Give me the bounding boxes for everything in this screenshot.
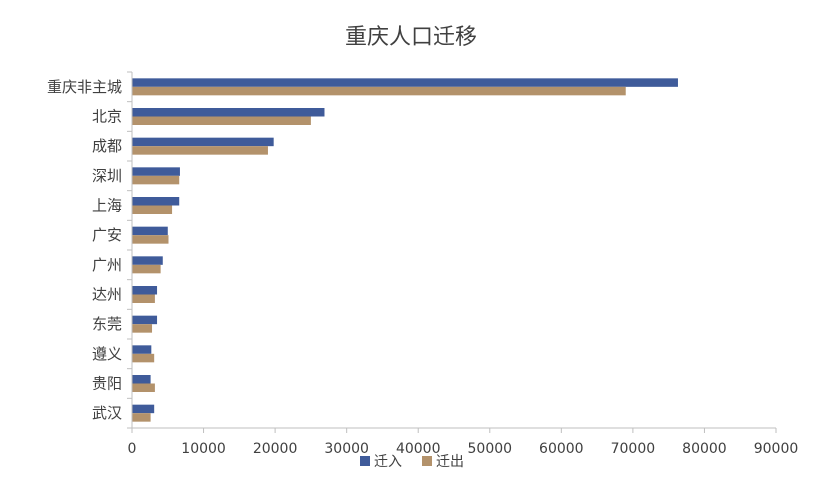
bar-out-3 (132, 175, 180, 185)
x-tick-label: 60000 (539, 441, 584, 457)
bar-out-7 (132, 294, 155, 303)
bar-out-0 (132, 86, 626, 96)
bar-out-11 (132, 413, 151, 422)
x-tick-label: 20000 (253, 441, 298, 457)
x-tick-label: 30000 (324, 441, 369, 457)
bar-in-6 (132, 256, 163, 265)
category-label: 上海 (92, 197, 122, 215)
category-label: 遵义 (92, 345, 122, 363)
bar-out-6 (132, 264, 161, 274)
bar-out-10 (132, 383, 155, 392)
bar-in-2 (132, 137, 274, 147)
category-label: 成都 (92, 137, 122, 155)
bar-in-7 (132, 286, 158, 295)
chart-title: 重庆人口迁移 (345, 25, 477, 50)
bar-out-2 (132, 146, 268, 155)
category-label: 武汉 (92, 404, 122, 422)
x-tick-label: 90000 (754, 441, 799, 457)
bar-out-4 (132, 205, 173, 214)
bar-out-5 (132, 235, 169, 244)
x-tick-label: 70000 (611, 441, 656, 457)
bar-in-1 (132, 108, 325, 117)
x-tick-label: 10000 (181, 441, 226, 457)
category-label: 北京 (92, 108, 122, 126)
bar-out-1 (132, 116, 311, 125)
bar-out-9 (132, 353, 155, 363)
category-label: 东莞 (92, 315, 122, 333)
x-tick-label: 80000 (682, 441, 727, 457)
bars-layer (132, 78, 678, 422)
category-label: 达州 (92, 286, 122, 304)
x-tick-label: 50000 (468, 441, 513, 457)
category-ticks (127, 71, 132, 429)
category-label: 广安 (92, 226, 122, 244)
x-tick-label: 40000 (396, 441, 441, 457)
bar-out-8 (132, 324, 153, 333)
legend-label-out: 迁出 (436, 454, 464, 470)
bar-in-11 (132, 404, 155, 414)
bar-in-10 (132, 375, 151, 384)
bar-in-4 (132, 197, 180, 206)
legend-label-in: 迁入 (374, 454, 402, 470)
bar-in-0 (132, 78, 678, 87)
category-label: 广州 (92, 256, 122, 274)
legend: 迁入 迁出 (360, 454, 464, 470)
bar-in-3 (132, 167, 180, 176)
legend-swatch-in (360, 456, 370, 466)
bar-in-5 (132, 226, 168, 236)
legend-swatch-out (422, 456, 432, 466)
category-label: 重庆非主城 (47, 78, 122, 96)
category-label: 贵阳 (92, 375, 122, 393)
bar-in-8 (132, 315, 158, 325)
category-label: 深圳 (92, 167, 122, 185)
x-tick-label: 0 (128, 441, 137, 457)
x-axis-ticks: 0 10000 20000 30000 40000 50000 60000 70000 8000… (128, 428, 799, 457)
bar-in-9 (132, 345, 152, 354)
